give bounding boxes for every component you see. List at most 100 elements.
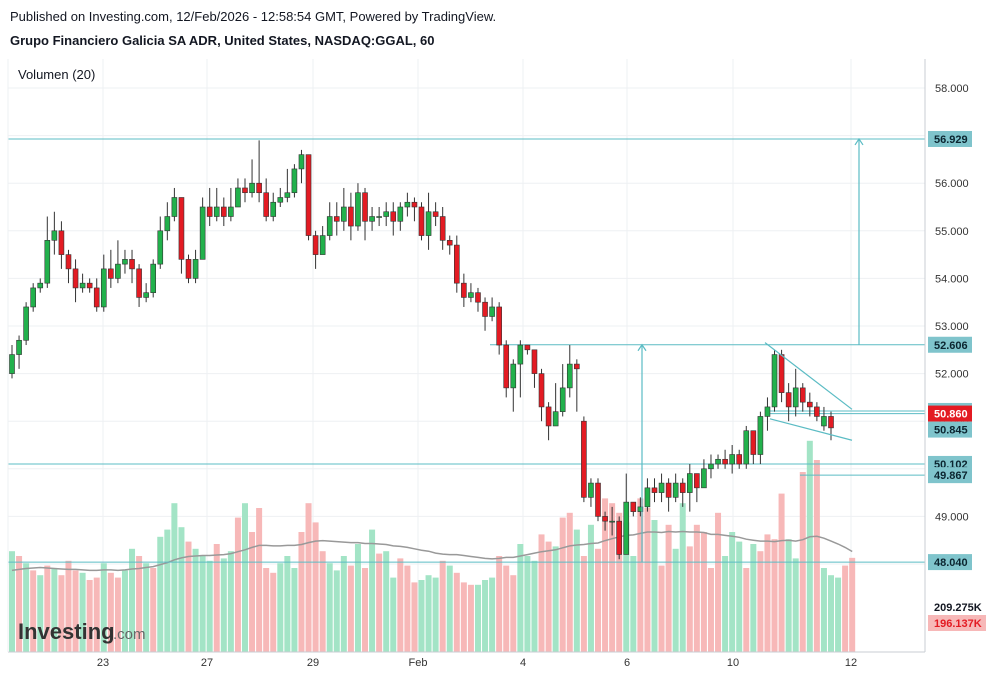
candle-body xyxy=(221,206,227,217)
level-tag-bg xyxy=(928,130,972,147)
volume-bar xyxy=(277,563,284,652)
candle-body xyxy=(16,339,22,355)
candle-body xyxy=(418,206,425,236)
candle-body xyxy=(552,411,559,427)
volume-bar xyxy=(376,553,383,652)
last-price-tag-bg xyxy=(928,405,972,422)
volume-bar xyxy=(249,532,256,652)
candle-body xyxy=(178,197,185,260)
volume-bar xyxy=(750,544,757,652)
arrow-head xyxy=(854,137,864,146)
volume-bar xyxy=(644,508,651,652)
volume-bar xyxy=(517,544,524,652)
time-tick-label: 10 xyxy=(727,657,739,669)
volume-bar xyxy=(665,524,672,652)
level-tag: 56.929 xyxy=(934,134,968,146)
candle-body xyxy=(397,206,404,222)
candle-body xyxy=(44,240,51,284)
volume-bar xyxy=(453,572,460,652)
candle-body xyxy=(482,301,488,317)
candle-body xyxy=(757,416,764,455)
price-tick-label: 49.000 xyxy=(935,511,969,523)
candle-body xyxy=(630,501,637,512)
volume-bar xyxy=(813,460,820,652)
candle-body xyxy=(637,506,644,512)
volume-tag-bg xyxy=(928,615,986,631)
volume-bar xyxy=(566,512,573,652)
candle-body xyxy=(701,468,707,489)
candle-body xyxy=(686,473,693,493)
investing-logo: Investing .com xyxy=(18,619,146,644)
volume-bar xyxy=(602,498,609,652)
volume-bar xyxy=(79,572,86,652)
candle-body xyxy=(312,235,319,255)
volume-bar xyxy=(107,572,114,652)
candle-body xyxy=(807,401,813,408)
volume-bar xyxy=(700,532,707,652)
level-tag-bg xyxy=(928,467,972,484)
volume-bar xyxy=(404,565,411,652)
volume-bar xyxy=(467,584,474,652)
volume-bar xyxy=(616,512,623,652)
time-tick-label: Feb xyxy=(409,657,428,669)
level-tag: 50.845 xyxy=(934,425,968,437)
candle-body xyxy=(341,206,347,222)
volume-bar xyxy=(150,568,157,652)
candle-body xyxy=(213,206,220,217)
candles xyxy=(9,140,834,560)
volume-bar xyxy=(771,539,778,652)
volume-bar xyxy=(595,548,602,652)
candle-body xyxy=(390,211,397,222)
volume-bar xyxy=(489,577,496,652)
candle-body xyxy=(298,154,305,170)
candle-body xyxy=(72,268,79,289)
volume-bar xyxy=(573,529,580,652)
axes: 58.00057.00056.00055.00054.00053.00052.0… xyxy=(7,59,986,669)
volume-bar xyxy=(220,558,227,652)
volume-bar xyxy=(227,551,234,652)
volume-bar xyxy=(9,551,15,652)
volume-bar xyxy=(164,529,171,652)
candle-body xyxy=(277,197,284,203)
volume-bar xyxy=(121,570,128,652)
candle-body xyxy=(574,363,580,370)
candle-body xyxy=(623,501,630,555)
volume-bar xyxy=(171,503,178,652)
volume-bar xyxy=(425,575,432,652)
candle-body xyxy=(799,387,806,403)
candle-body xyxy=(708,463,714,470)
volume-bar xyxy=(333,570,340,652)
price-tick-label: 53.000 xyxy=(935,321,969,333)
volume-tag: 196.137K xyxy=(934,618,982,630)
candle-body xyxy=(23,306,29,341)
arrow-head xyxy=(637,343,647,352)
volume-bar xyxy=(432,577,439,652)
candle-body xyxy=(79,282,86,289)
volume-bar xyxy=(178,527,185,652)
candle-body xyxy=(136,268,142,298)
volume-bar xyxy=(672,548,679,652)
volume-bar xyxy=(362,568,369,652)
price-tick-label: 54.000 xyxy=(935,273,969,285)
volume-bar xyxy=(192,548,199,652)
candle-body xyxy=(235,187,241,208)
volume-bar xyxy=(778,493,785,652)
time-tick-label: 27 xyxy=(201,657,213,669)
volume-bar xyxy=(93,577,100,652)
volume-bar xyxy=(637,498,644,652)
wedge-upper-line xyxy=(764,342,853,410)
volume-bar xyxy=(820,568,827,652)
volume-bar xyxy=(51,568,58,652)
candle-body xyxy=(404,201,411,208)
volume-bar xyxy=(418,580,425,652)
candle-body xyxy=(93,287,100,308)
candle-body xyxy=(376,216,382,218)
level-tag-bg xyxy=(928,336,972,353)
candle-body xyxy=(30,287,36,308)
candle-body xyxy=(164,216,171,232)
candle-body xyxy=(362,192,368,222)
volume-bar xyxy=(58,575,65,652)
volume-bar xyxy=(630,556,637,652)
volume-bar xyxy=(736,541,743,652)
